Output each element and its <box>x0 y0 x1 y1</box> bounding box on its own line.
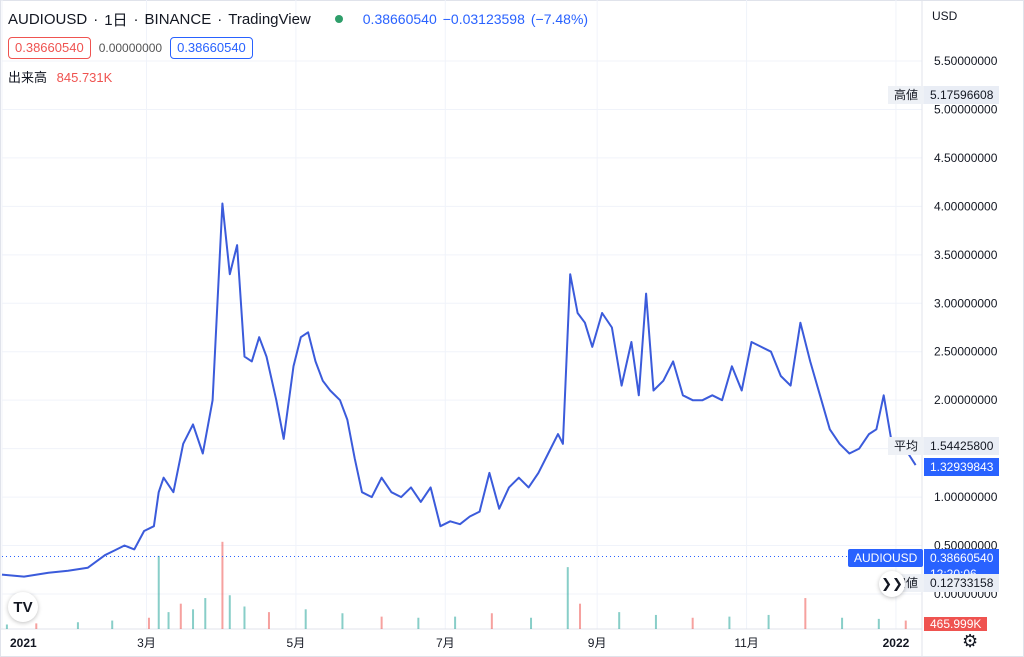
price-series-line <box>1 202 917 578</box>
volume-bar <box>530 617 533 629</box>
current-price-value: 0.38660540 <box>930 551 994 565</box>
volume-bar <box>490 613 493 629</box>
volume-bar <box>192 609 195 629</box>
market-status-icon <box>334 15 343 23</box>
symbol-title[interactable]: AUDIOUSD <box>8 10 88 28</box>
volume-bar <box>157 555 160 629</box>
volume-bar <box>147 617 150 629</box>
volume-bar <box>904 620 907 629</box>
x-tick-label: 9月 <box>588 636 607 650</box>
y-tick-label: 5.00000000 <box>934 102 998 116</box>
volume-bar <box>654 614 657 629</box>
volume-bar <box>76 622 79 629</box>
price-change-pct: (−7.48%) <box>530 11 589 27</box>
source-label: TradingView <box>228 10 311 28</box>
spread-value: 0.00000000 <box>98 41 163 55</box>
y-tick-label: 3.00000000 <box>934 296 998 310</box>
x-tick-label: 11月 <box>734 636 758 650</box>
tradingview-logo-icon[interactable]: TV <box>8 592 38 622</box>
volume-bar <box>5 624 8 629</box>
volume-bar <box>204 598 207 629</box>
volume-bar <box>454 616 457 629</box>
volume-bar <box>691 617 694 629</box>
prev-close-tag: 1.32939843 <box>924 458 1000 476</box>
volume-tag: 465.999K <box>924 617 988 631</box>
currency-label[interactable]: USD <box>932 9 958 23</box>
scroll-to-realtime-icon[interactable]: ❯❯ <box>879 571 905 597</box>
x-tick-label: 2022 <box>883 636 910 650</box>
volume-bar <box>341 613 344 629</box>
volume-bar <box>728 616 731 629</box>
high-value-tag: 5.17596608 <box>924 86 1000 104</box>
last-price: 0.38660540 <box>362 11 437 27</box>
x-tick-label: 7月 <box>436 636 455 650</box>
legend: AUDIOUSD · 1日 · BINANCE · TradingView 0.… <box>8 10 589 85</box>
avg-label-tag: 平均 <box>888 437 925 455</box>
volume-bar <box>179 603 182 629</box>
x-tick-label: 5月 <box>287 636 306 650</box>
y-tick-label: 4.00000000 <box>934 199 998 213</box>
sell-price-button[interactable]: 0.38660540 <box>8 37 91 59</box>
volume-bar <box>380 616 383 629</box>
volume-bar <box>221 541 224 629</box>
symbol-price-tag: AUDIOUSD <box>848 549 924 567</box>
y-tick-label: 2.00000000 <box>934 393 998 407</box>
volume-bar <box>267 612 270 629</box>
interval-label[interactable]: 1日 <box>104 11 128 29</box>
volume-bar <box>841 617 844 629</box>
volume-bar <box>111 620 114 629</box>
volume-bar <box>877 618 880 629</box>
volume-value: 845.731K <box>56 70 113 85</box>
volume-bar <box>618 612 621 629</box>
volume-bar <box>767 614 770 629</box>
avg-value-tag: 1.54425800 <box>924 437 1000 455</box>
y-tick-label: 2.50000000 <box>934 345 998 359</box>
volume-bar <box>804 598 807 629</box>
volume-bar <box>304 609 307 629</box>
volume-bar <box>579 603 582 629</box>
buy-price-button[interactable]: 0.38660540 <box>170 37 253 59</box>
volume-label: 出来高 <box>8 70 48 85</box>
low-value-tag: 0.12733158 <box>924 574 1000 592</box>
x-tick-label: 2021 <box>10 636 37 650</box>
y-tick-label: 5.50000000 <box>934 54 998 68</box>
volume-bar <box>243 606 246 629</box>
volume-bar <box>167 612 170 629</box>
volume-bar <box>566 567 569 629</box>
volume-bar <box>417 617 420 629</box>
y-tick-label: 4.50000000 <box>934 151 998 165</box>
volume-bar <box>228 595 231 629</box>
high-label-tag: 高値 <box>888 86 925 104</box>
price-change: −0.03123598 <box>442 11 525 27</box>
y-tick-label: 1.00000000 <box>934 490 998 504</box>
settings-gear-icon[interactable]: ⚙ <box>962 631 979 651</box>
y-tick-label: 3.50000000 <box>934 248 998 262</box>
x-tick-label: 3月 <box>137 636 156 650</box>
volume-bar <box>35 623 38 629</box>
exchange-label: BINANCE <box>144 10 212 28</box>
